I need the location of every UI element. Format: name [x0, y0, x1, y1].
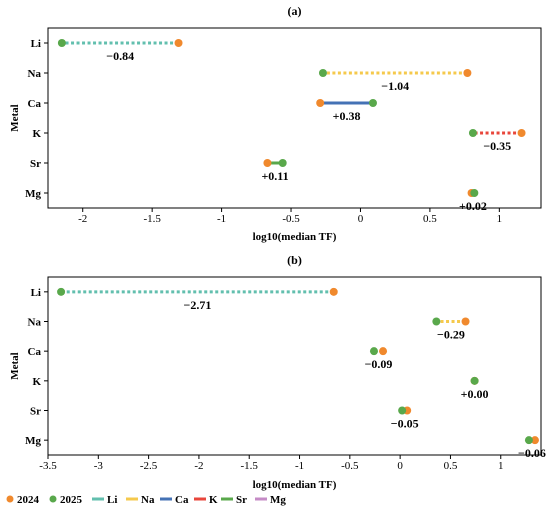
y-category-label: Na	[28, 317, 42, 329]
delta-label: +0.38	[333, 109, 361, 123]
marker-2025	[278, 159, 287, 167]
x-tick-label: -1.5	[241, 460, 259, 472]
y-category-label: Li	[31, 38, 41, 50]
x-tick-label: -2	[78, 213, 87, 225]
marker-2025	[432, 317, 441, 326]
legend-label: 2024	[17, 494, 40, 506]
x-tick-label: 0	[397, 460, 403, 472]
marker-2025	[468, 129, 477, 137]
y-category-label: Sr	[30, 406, 41, 418]
x-tick-label: -1	[295, 460, 304, 472]
panel-title: (b)	[287, 253, 302, 267]
legend-label: Sr	[236, 494, 247, 506]
legend-label: Ca	[175, 494, 189, 506]
x-tick-label: -1.5	[143, 213, 161, 225]
marker-2024	[461, 317, 470, 326]
x-tick-label: 0.5	[444, 460, 458, 472]
marker-2025	[470, 376, 479, 385]
x-tick-label: -3	[94, 460, 104, 472]
x-tick-label: 0	[358, 213, 364, 225]
x-tick-label: 1	[497, 213, 503, 225]
y-axis-title: Metal	[9, 352, 21, 379]
plot-frame	[47, 27, 542, 209]
panel-a: (a) -2 -1.5 -1 -0.5 0 0.5 1 log10(median TF) Meta…	[9, 4, 542, 243]
delta-label: +0.00	[461, 387, 489, 401]
marker-2025	[369, 347, 378, 356]
marker-2024	[329, 287, 338, 296]
y-category-label: Ca	[28, 98, 42, 110]
delta-label: −0.84	[106, 49, 134, 63]
x-axis-title: log10(median TF)	[253, 231, 337, 243]
x-tick-label: -2	[194, 460, 203, 472]
marker-2024	[316, 99, 325, 107]
x-tick-label: -1	[217, 213, 226, 225]
plot-frame	[47, 276, 542, 456]
delta-label: +0.02	[459, 199, 487, 213]
y-category-label: Ca	[28, 346, 42, 358]
x-tick-label: -0.5	[282, 213, 300, 225]
legend-label: Mg	[270, 494, 286, 506]
marker-2024	[517, 129, 526, 137]
delta-label: −0.06	[518, 446, 546, 460]
marker-2025	[57, 287, 66, 296]
y-category-label: Mg	[25, 435, 41, 447]
delta-label: +0.11	[261, 169, 288, 183]
delta-label: −1.04	[381, 79, 409, 93]
marker-2025	[470, 189, 479, 197]
y-category-label: Li	[31, 287, 41, 299]
y-category-label: Na	[28, 68, 42, 80]
legend-label: Na	[141, 494, 155, 506]
legend-label: Li	[107, 494, 117, 506]
legend: 2024 2025 Li Na Ca K Sr Mg	[6, 494, 286, 506]
marker-2025	[318, 69, 327, 77]
delta-label: −2.71	[183, 298, 211, 312]
marker-2024	[379, 347, 388, 356]
marker-2025	[398, 406, 407, 415]
y-category-label: K	[32, 128, 41, 140]
marker-2025	[57, 39, 66, 47]
delta-label: −0.35	[483, 139, 511, 153]
y-category-label: K	[32, 376, 41, 388]
x-tick-label: -3.5	[39, 460, 57, 472]
marker-2025	[524, 436, 533, 445]
y-category-label: Mg	[25, 188, 41, 200]
marker-2025	[368, 99, 377, 107]
delta-label: −0.05	[391, 417, 419, 431]
marker-2024	[530, 436, 539, 445]
panel-title: (a)	[288, 4, 302, 18]
panel-b: (b) -3.5 -3 -2.5 -2 -1.5 -1 -0.5 0 0.5 1 log10(medi…	[9, 253, 546, 491]
marker-2024	[463, 69, 472, 77]
legend-label: 2025	[60, 494, 83, 506]
y-axis-title: Metal	[9, 104, 21, 131]
x-tick-label: 0.5	[423, 213, 437, 225]
x-tick-label: -0.5	[341, 460, 359, 472]
marker-2024	[263, 159, 272, 167]
legend-label: K	[209, 494, 218, 506]
x-tick-label: -2.5	[140, 460, 158, 472]
x-axis-title: log10(median TF)	[253, 479, 337, 491]
x-tick-label: 1	[498, 460, 504, 472]
delta-label: −0.09	[365, 357, 393, 371]
legend-marker	[6, 495, 14, 503]
y-category-label: Sr	[30, 158, 41, 170]
delta-label: −0.29	[437, 328, 465, 342]
legend-marker	[49, 495, 57, 503]
marker-2024	[174, 39, 183, 47]
